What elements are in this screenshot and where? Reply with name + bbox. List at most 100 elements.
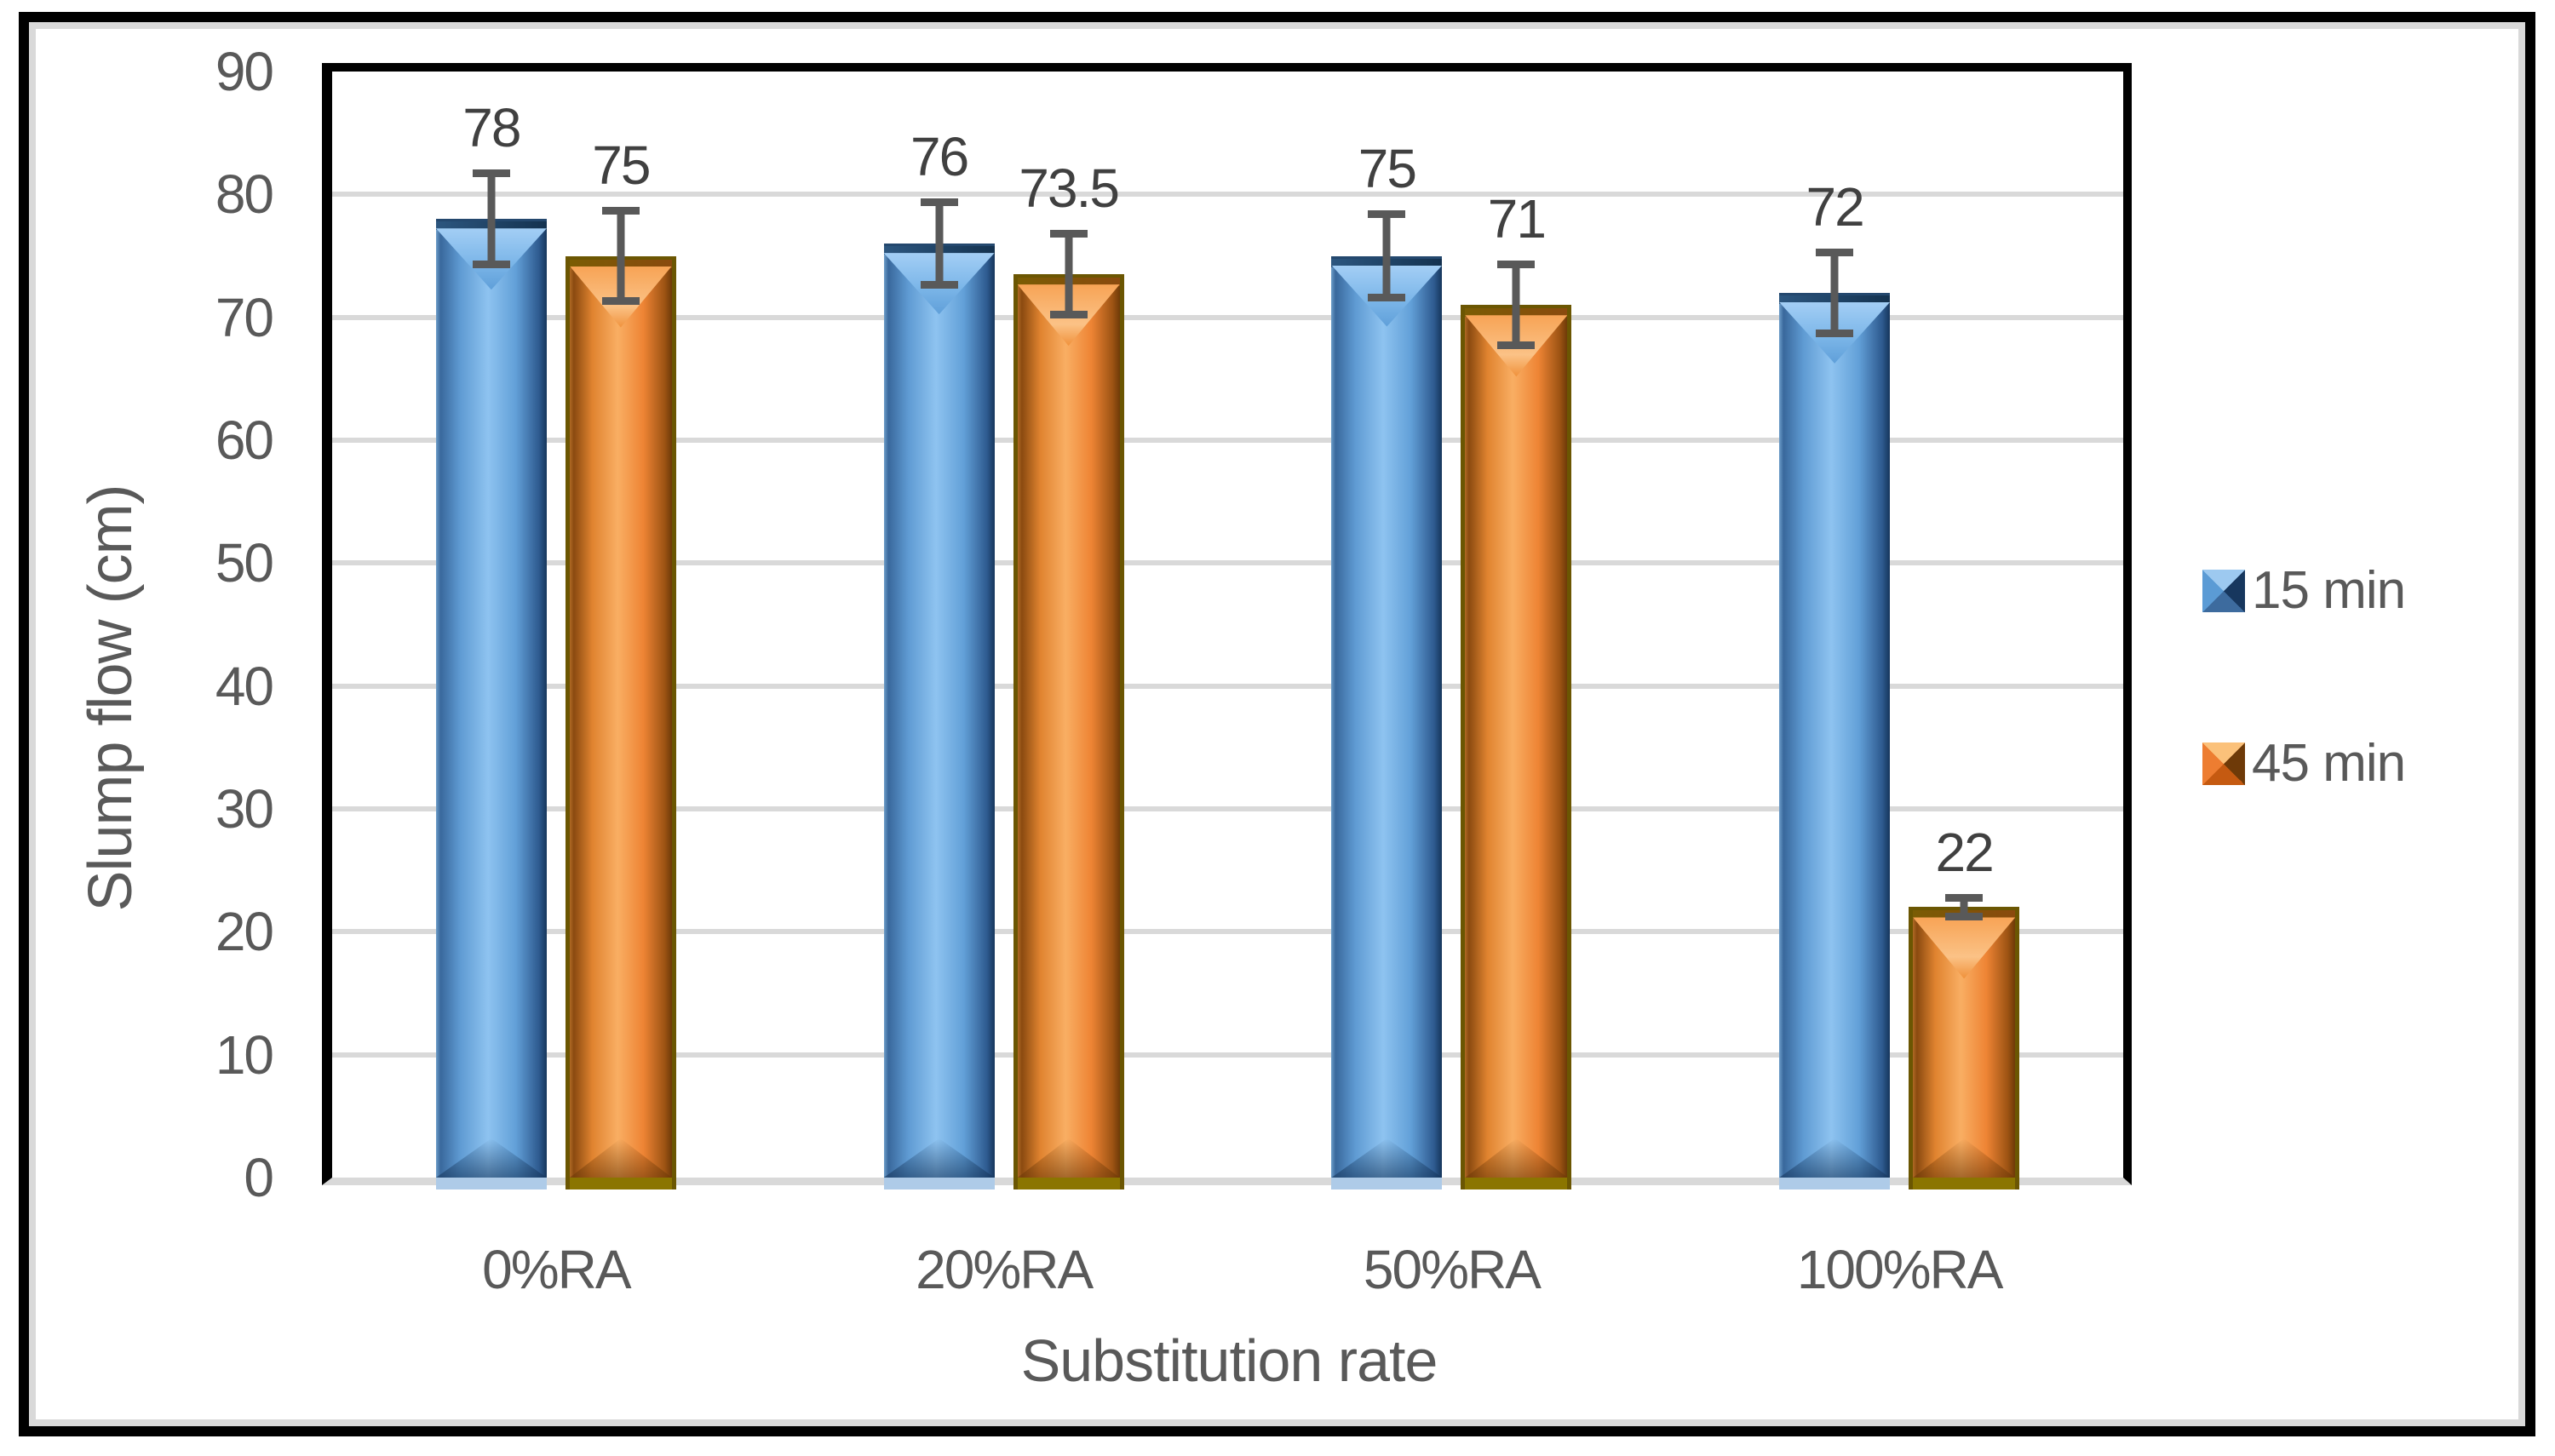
- error-bar-cap-bottom: [472, 260, 510, 268]
- y-tick-label-80: 80: [215, 163, 274, 226]
- bar-foot: [435, 1178, 547, 1189]
- error-bar-line: [1382, 210, 1391, 301]
- gridline-y-80: [332, 192, 2123, 198]
- bar-foot: [569, 1178, 672, 1189]
- y-tick-label-30: 30: [215, 778, 274, 840]
- error-bar-15min-100%RA: [1816, 248, 1854, 337]
- error-bar-cap-top: [920, 198, 958, 206]
- error-bar-cap-top: [1049, 230, 1088, 238]
- bar-45min-20%RA: [1013, 274, 1124, 1189]
- error-bar-15min-0%RA: [472, 169, 510, 268]
- error-bar-45min-50%RA: [1497, 261, 1536, 350]
- bar-top-bevel: [1913, 917, 2016, 979]
- bar-foot: [1913, 1178, 2016, 1189]
- data-label: 22: [1935, 821, 1995, 883]
- error-bar-cap-top: [1497, 261, 1536, 269]
- bar-bottom-bevel: [1331, 1138, 1443, 1178]
- legend-swatch-icon: [2202, 569, 2245, 612]
- gridline-y-30: [332, 806, 2123, 811]
- error-bar-line: [1065, 230, 1073, 319]
- data-label: 76: [910, 125, 969, 187]
- gridline-y-70: [332, 314, 2123, 320]
- bar-bottom-bevel: [1913, 1138, 2016, 1178]
- y-tick-label-40: 40: [215, 655, 274, 717]
- data-label: 72: [1806, 175, 1865, 238]
- bar-45min-50%RA: [1461, 305, 1572, 1189]
- error-bar-15min-20%RA: [920, 198, 958, 289]
- bar-45min-100%RA: [1909, 907, 2020, 1189]
- error-bar-cap-top: [1816, 248, 1854, 256]
- error-bar-45min-0%RA: [601, 206, 640, 306]
- plot-area: 78 75 0%RA 76 73.5 20%RA 75 71 50%RA 72 22 100%RA: [322, 63, 2132, 1300]
- x-tick-label-50%RA: 50%RA: [1363, 1239, 1542, 1300]
- bar-15min-0%RA: [435, 219, 547, 1189]
- bar-bottom-bevel: [435, 1138, 547, 1178]
- bar-15min-100%RA: [1779, 292, 1891, 1189]
- bar-bottom-bevel: [1779, 1138, 1891, 1178]
- legend-item-15min: 15 min: [2202, 560, 2406, 621]
- data-label: 71: [1487, 188, 1547, 250]
- y-tick-label-60: 60: [215, 410, 274, 471]
- data-label: 73.5: [1019, 158, 1120, 220]
- y-tick-label-0: 0: [244, 1147, 274, 1208]
- figure-frame: [19, 12, 2535, 1436]
- error-bar-line: [1512, 261, 1520, 350]
- error-bar-cap-top: [1368, 210, 1406, 219]
- error-bar-cap-bottom: [1816, 329, 1854, 337]
- error-bar-cap-bottom: [1945, 913, 1984, 921]
- error-bar-line: [1960, 893, 1968, 921]
- gridline-y-40: [332, 683, 2123, 689]
- bar-foot: [1331, 1178, 1443, 1189]
- bar-45min-0%RA: [565, 255, 676, 1189]
- data-label: 75: [1358, 138, 1417, 200]
- legend-label: 45 min: [2252, 734, 2406, 793]
- bar-bottom-bevel: [883, 1138, 995, 1178]
- bar-foot: [1779, 1178, 1891, 1189]
- bar-bottom-bevel: [1017, 1138, 1120, 1178]
- x-tick-label-20%RA: 20%RA: [916, 1239, 1094, 1300]
- error-bar-cap-bottom: [601, 297, 640, 306]
- bar-15min-20%RA: [883, 244, 995, 1189]
- error-bar-cap-bottom: [920, 281, 958, 289]
- error-bar-line: [935, 198, 944, 289]
- bar-foot: [1465, 1178, 1568, 1189]
- gridline-y-20: [332, 929, 2123, 935]
- error-bar-line: [487, 169, 496, 268]
- bar-foot: [1017, 1178, 1120, 1189]
- error-bar-45min-20%RA: [1049, 230, 1088, 319]
- error-bar-cap-bottom: [1368, 293, 1406, 301]
- gridline-y-50: [332, 560, 2123, 566]
- error-bar-cap-top: [601, 206, 640, 215]
- data-label: 75: [592, 134, 651, 196]
- x-axis-title: Substitution rate: [1020, 1327, 1438, 1394]
- gridline-y-60: [332, 438, 2123, 443]
- legend: 15 min 45 min: [2202, 560, 2406, 794]
- bar-bottom-bevel: [569, 1138, 672, 1178]
- y-tick-label-70: 70: [215, 286, 274, 348]
- y-tick-label-90: 90: [215, 41, 274, 102]
- gridline-y-10: [332, 1052, 2123, 1058]
- error-bar-line: [1830, 248, 1839, 337]
- data-label: 78: [462, 97, 521, 159]
- y-tick-label-20: 20: [215, 901, 274, 963]
- error-bar-45min-100%RA: [1945, 893, 1984, 921]
- legend-label: 15 min: [2252, 561, 2406, 620]
- y-tick-label-10: 10: [215, 1023, 274, 1086]
- y-tick-label-50: 50: [215, 532, 274, 594]
- error-bar-cap-bottom: [1049, 311, 1088, 319]
- x-tick-label-100%RA: 100%RA: [1796, 1239, 2004, 1300]
- x-tick-label-0%RA: 0%RA: [482, 1239, 631, 1300]
- error-bar-15min-50%RA: [1368, 210, 1406, 301]
- legend-swatch-icon: [2202, 742, 2245, 785]
- plot-inner: 78 75 0%RA 76 73.5 20%RA 75 71 50%RA 72 22 100%RA: [332, 72, 2123, 1300]
- error-bar-cap-top: [472, 169, 510, 178]
- figure-frame-inner-stroke: [29, 22, 2525, 1426]
- legend-item-45min: 45 min: [2202, 733, 2406, 794]
- error-bar-cap-top: [1945, 893, 1984, 902]
- error-bar-line: [617, 206, 625, 306]
- bar-bottom-bevel: [1465, 1138, 1568, 1178]
- bar-15min-50%RA: [1331, 255, 1443, 1189]
- error-bar-cap-bottom: [1497, 341, 1536, 350]
- bar-foot: [883, 1178, 995, 1189]
